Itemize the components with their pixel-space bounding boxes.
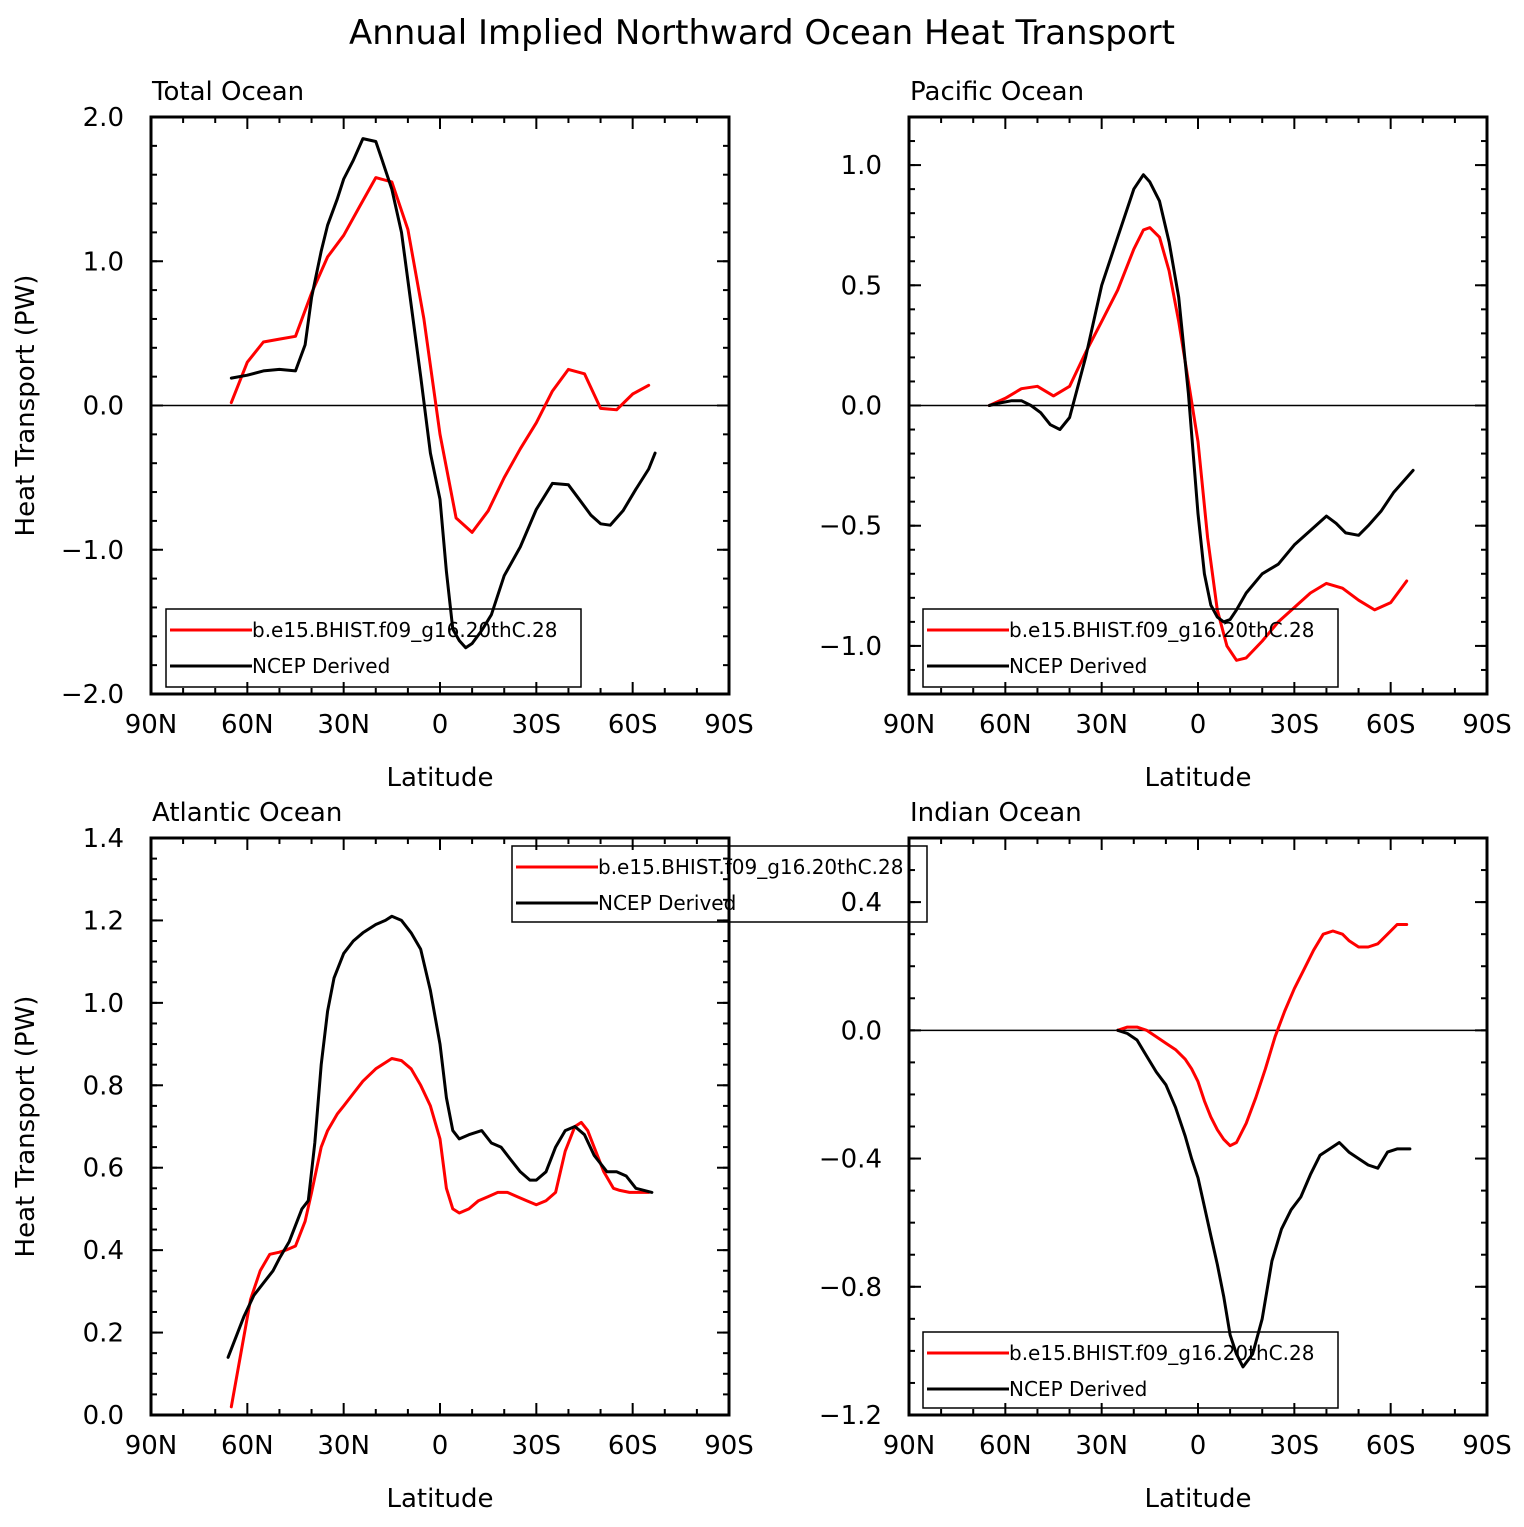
y-tick-label: 0.2 [83, 1319, 124, 1349]
y-axis-label: Heat Transport (PW) [11, 275, 41, 537]
series-line-model [987, 226, 1409, 662]
x-tick-label: 30S [1270, 1431, 1320, 1461]
chart-panel: Total Ocean 90N 60N 30N 0 30S 60S 90S 2.0 1.0 0.0 −… [11, 77, 754, 793]
x-tick-label: 60S [608, 710, 658, 740]
x-tick-label: 0 [432, 1431, 449, 1461]
y-tick-label: 0.4 [841, 888, 882, 918]
legend: b.e15.BHIST.f09_g16.20thC.28 NCEP Derived [511, 845, 928, 923]
y-tick-label: 1.0 [83, 247, 124, 277]
y-tick-label: −1.2 [819, 1401, 882, 1431]
y-tick-label: 0.0 [841, 1016, 882, 1046]
legend-label: NCEP Derived [252, 654, 390, 678]
series-line-ncep [1116, 1028, 1412, 1369]
panel-title: Total Ocean [151, 77, 304, 107]
x-tick-label: 0 [432, 710, 449, 740]
chart-panel: Pacific Ocean 90N 60N 30N 0 30S 60S 90S 1.0 0.5 0.… [819, 77, 1512, 793]
x-tick-label: 90S [704, 1431, 754, 1461]
y-tick-label: 0.5 [841, 271, 882, 301]
x-tick-label: 90N [125, 1431, 178, 1461]
x-tick-label: 30N [1075, 710, 1128, 740]
panels-container: Total Ocean 90N 60N 30N 0 30S 60S 90S 2.0 1.0 0.0 −… [11, 77, 1512, 1514]
series-line-model [229, 176, 651, 534]
legend-box [165, 608, 582, 688]
legend: b.e15.BHIST.f09_g16.20thC.28 NCEP Derived [165, 608, 582, 688]
legend-box [922, 608, 1339, 688]
y-tick-label: 1.0 [83, 989, 124, 1019]
chart-panel: Indian Ocean 90N 60N 30N 0 30S 60S 90S 0.4 0.0 −0.… [819, 798, 1512, 1514]
x-tick-label: 60N [221, 1431, 274, 1461]
series-line-model [1116, 923, 1409, 1148]
y-tick-label: 1.4 [83, 824, 124, 854]
x-tick-label: 90S [1462, 710, 1512, 740]
y-tick-label: 0.0 [83, 392, 124, 422]
series-line-ncep [226, 914, 654, 1359]
legend-box [922, 1331, 1339, 1409]
panel-title: Pacific Ocean [910, 77, 1084, 107]
x-axis-label: Latitude [1144, 1484, 1251, 1514]
x-axis-label: Latitude [1144, 763, 1251, 793]
x-tick-label: 60S [1366, 710, 1416, 740]
y-tick-label: −0.4 [819, 1145, 882, 1175]
y-tick-label: −1.0 [61, 536, 124, 566]
y-tick-label: −0.5 [819, 512, 882, 542]
y-tick-label: 0.0 [841, 392, 882, 422]
panel-title: Atlantic Ocean [152, 798, 342, 828]
x-axis-label: Latitude [386, 1484, 493, 1514]
legend-label: b.e15.BHIST.f09_g16.20thC.28 [1009, 618, 1314, 642]
x-tick-label: 90S [704, 710, 754, 740]
x-tick-label: 60N [979, 1431, 1032, 1461]
y-tick-label: 0.6 [83, 1154, 124, 1184]
series-line-ncep [987, 173, 1415, 624]
y-tick-label: −0.8 [819, 1273, 882, 1303]
legend-label: NCEP Derived [1009, 654, 1147, 678]
legend-box [511, 845, 928, 923]
x-axis-label: Latitude [386, 763, 493, 793]
chart-panel: Atlantic Ocean 90N 60N 30N 0 30S 60S 90S 1.4 1.2 1… [11, 798, 928, 1514]
y-tick-label: 0.8 [83, 1071, 124, 1101]
legend: b.e15.BHIST.f09_g16.20thC.28 NCEP Derived [922, 608, 1339, 688]
x-tick-label: 60S [608, 1431, 658, 1461]
x-tick-label: 30N [317, 1431, 370, 1461]
x-tick-label: 90S [1462, 1431, 1512, 1461]
legend-label: NCEP Derived [1009, 1377, 1147, 1401]
figure-title: Annual Implied Northward Ocean Heat Tran… [349, 13, 1175, 53]
x-tick-label: 60N [979, 710, 1032, 740]
x-tick-label: 30S [1270, 710, 1320, 740]
x-tick-label: 30N [1075, 1431, 1128, 1461]
y-axis-label: Heat Transport (PW) [11, 996, 41, 1258]
series-line-model [229, 1057, 651, 1409]
legend-label: b.e15.BHIST.f09_g16.20thC.28 [252, 618, 557, 642]
y-tick-label: 2.0 [83, 103, 124, 133]
x-tick-label: 0 [1190, 710, 1207, 740]
x-tick-label: 0 [1190, 1431, 1207, 1461]
x-tick-label: 90N [883, 710, 936, 740]
legend-label: b.e15.BHIST.f09_g16.20thC.28 [1009, 1341, 1314, 1365]
y-tick-label: −2.0 [61, 680, 124, 710]
y-tick-label: 1.2 [83, 906, 124, 936]
legend: b.e15.BHIST.f09_g16.20thC.28 NCEP Derived [922, 1331, 1339, 1409]
panel-title: Indian Ocean [910, 798, 1082, 828]
x-tick-label: 90N [125, 710, 178, 740]
y-tick-label: 1.0 [841, 151, 882, 181]
y-tick-label: −1.0 [819, 632, 882, 662]
x-tick-label: 30S [512, 1431, 562, 1461]
y-tick-label: 0.0 [83, 1401, 124, 1431]
legend-label: NCEP Derived [598, 891, 736, 915]
legend-label: b.e15.BHIST.f09_g16.20thC.28 [598, 855, 903, 879]
x-tick-label: 60N [221, 710, 274, 740]
x-tick-label: 90N [883, 1431, 936, 1461]
y-tick-label: 0.4 [83, 1236, 124, 1266]
series-line-ncep [229, 137, 657, 650]
x-tick-label: 30N [317, 710, 370, 740]
x-tick-label: 60S [1366, 1431, 1416, 1461]
x-tick-label: 30S [512, 710, 562, 740]
